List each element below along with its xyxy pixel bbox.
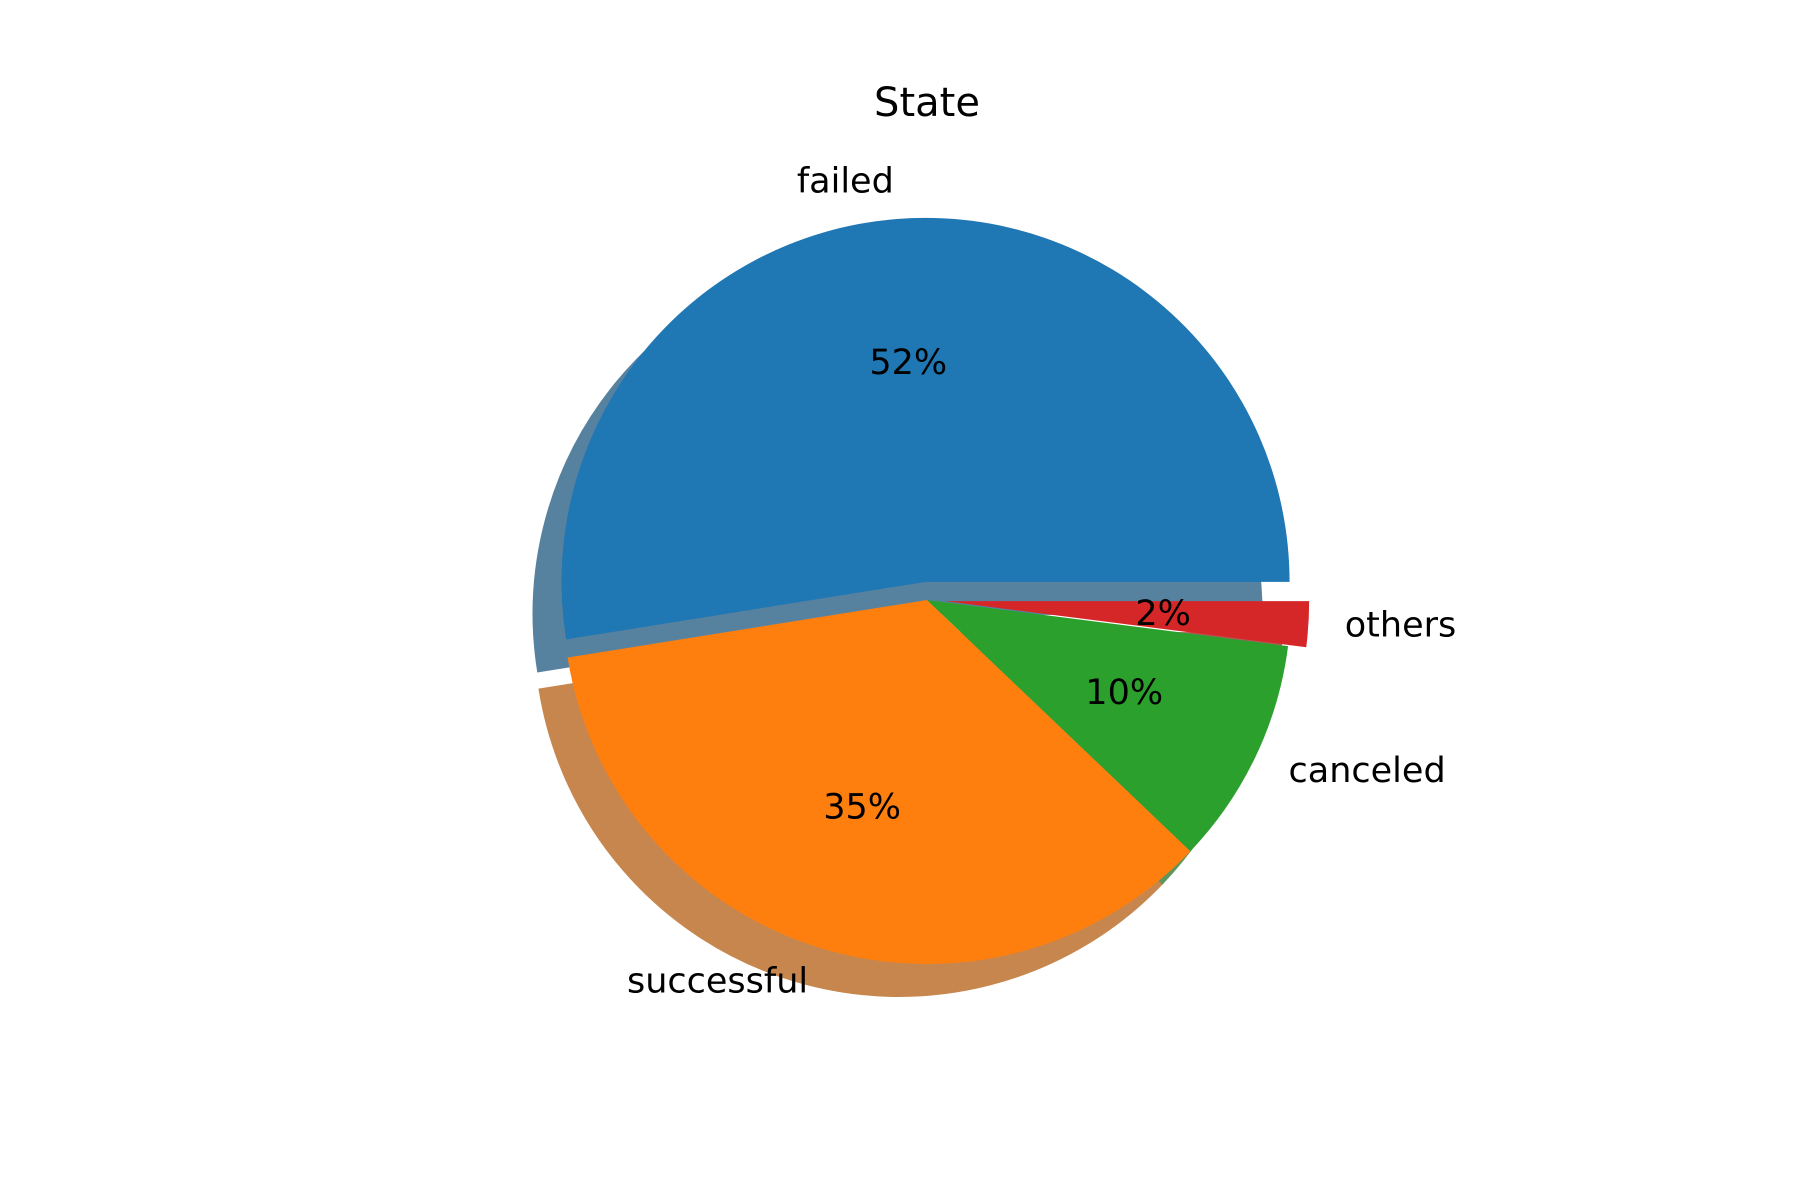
- percent-label-failed: 52%: [869, 343, 947, 383]
- slices: [561, 217, 1310, 965]
- percent-label-successful: 35%: [823, 788, 901, 828]
- percent-label-canceled: 10%: [1085, 673, 1163, 713]
- percent-label-others: 2%: [1135, 594, 1191, 634]
- slice-label-others: others: [1345, 606, 1456, 646]
- slice-successful: [567, 600, 1191, 965]
- slice-failed: [561, 217, 1290, 640]
- slice-others: [945, 601, 1310, 648]
- slice-label-successful: successful: [627, 961, 808, 1001]
- labels: failed 52% successful 35% canceled 10% others 2…: [627, 162, 1456, 1002]
- slice-canceled: [927, 600, 1289, 852]
- slice-label-canceled: canceled: [1289, 751, 1446, 791]
- slice-label-failed: failed: [797, 162, 894, 202]
- chart-title: State: [874, 80, 980, 126]
